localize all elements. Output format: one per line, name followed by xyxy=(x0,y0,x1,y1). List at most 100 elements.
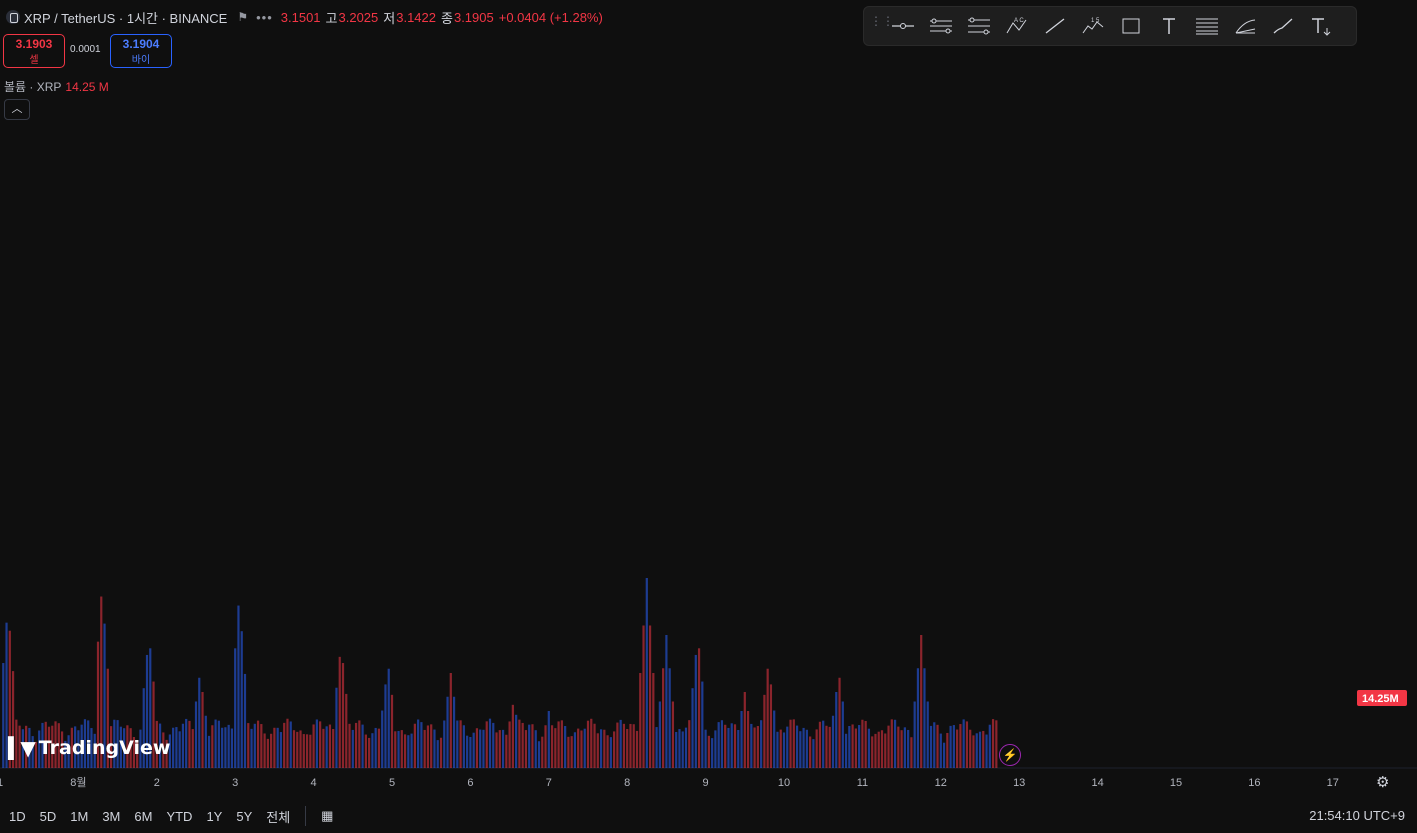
abcd-pattern-tool-icon[interactable]: A C xyxy=(998,11,1036,41)
volume-bar xyxy=(260,724,263,768)
volume-bar xyxy=(560,720,563,768)
collapse-legend-button[interactable]: ︿ xyxy=(4,99,30,120)
volume-bar xyxy=(707,735,710,768)
more-options-icon[interactable]: ••• xyxy=(256,9,273,25)
volume-bar xyxy=(423,729,426,768)
buy-button[interactable]: 3.1904 바이 xyxy=(110,34,172,68)
volume-bar xyxy=(198,677,201,768)
volume-bar xyxy=(550,725,554,768)
volume-bar xyxy=(720,720,724,768)
rectangle-tool-icon[interactable] xyxy=(1112,11,1150,41)
volume-bar xyxy=(596,733,599,768)
fib-fan-tool-icon[interactable] xyxy=(1226,11,1264,41)
volume-bar xyxy=(730,723,733,768)
trend-line-tool-icon[interactable] xyxy=(1036,11,1074,41)
volume-bar xyxy=(554,728,557,768)
volume-bar xyxy=(920,635,923,768)
timeframe-1m[interactable]: 1M xyxy=(70,808,89,824)
timeframe-ytd[interactable]: YTD xyxy=(166,808,193,824)
timeframe-1y[interactable]: 1Y xyxy=(206,808,223,824)
drawing-toolbar: ⋮⋮ A C 1 5 xyxy=(863,6,1357,46)
parallel-channel-tool-icon[interactable] xyxy=(922,11,960,41)
volume-bar xyxy=(381,710,384,768)
timeframe-1d[interactable]: 1D xyxy=(9,808,26,824)
text-settings-tool-icon[interactable] xyxy=(1302,11,1340,41)
volume-bar xyxy=(737,730,740,768)
timeframe-all[interactable]: 전체 xyxy=(266,809,291,825)
time-tick-label: 6 xyxy=(467,777,473,789)
volume-bar xyxy=(528,724,531,768)
volume-bar xyxy=(975,733,978,768)
sell-button[interactable]: 3.1903 셀 xyxy=(3,34,65,68)
volume-bar xyxy=(632,724,635,768)
volume-bar xyxy=(103,623,106,768)
horizontal-ray-tool-icon[interactable] xyxy=(884,11,922,41)
tradingview-mark-icon: ▍▼ xyxy=(8,736,36,760)
fib-retracement-tool-icon[interactable] xyxy=(960,11,998,41)
volume-bar xyxy=(273,727,276,768)
volume-bar xyxy=(31,736,34,768)
elliott-wave-tool-icon[interactable]: 1 5 xyxy=(1074,11,1112,41)
volume-bar xyxy=(93,733,96,768)
volume-bar xyxy=(743,692,746,768)
volume-bar xyxy=(34,741,38,768)
volume-bar xyxy=(534,730,537,768)
symbol-title[interactable]: XRP / TetherUS · 1시간 · BINANCE xyxy=(24,10,228,26)
volume-bar xyxy=(697,648,701,768)
timeframe-5y[interactable]: 5Y xyxy=(236,808,253,824)
volume-bar xyxy=(194,701,198,768)
tradingview-logo[interactable]: ▍▼ TradingView xyxy=(8,736,170,760)
sell-price: 3.1903 xyxy=(15,37,53,51)
flag-icon[interactable]: ⚑ xyxy=(237,10,249,24)
date-range-icon[interactable]: ▦ xyxy=(321,808,334,823)
volume-bar xyxy=(518,719,521,768)
volume-bar xyxy=(332,728,335,768)
volume-bar xyxy=(348,723,351,768)
gear-icon[interactable]: ⚙ xyxy=(1376,774,1390,791)
volume-bar xyxy=(443,720,446,768)
volume-bar xyxy=(129,728,132,768)
timeframe-5d[interactable]: 5D xyxy=(39,808,57,824)
timeframe-3m[interactable]: 3M xyxy=(102,808,121,824)
spread-value: 0.0001 xyxy=(70,44,101,55)
volume-bar xyxy=(90,728,93,768)
volume-bar xyxy=(586,720,590,768)
volume-bar xyxy=(207,735,211,768)
volume-bar xyxy=(364,734,367,768)
volume-bar xyxy=(880,730,884,768)
volume-bar xyxy=(403,734,407,768)
timeframe-6m[interactable]: 6M xyxy=(134,808,153,824)
volume-bar xyxy=(564,726,567,768)
volume-bar xyxy=(459,720,462,768)
time-tick-label: 15 xyxy=(1170,777,1182,789)
volume-legend[interactable]: 볼륨 · XRP 14.25 M xyxy=(4,78,109,95)
volume-bar xyxy=(15,719,18,768)
volume-bar xyxy=(727,727,730,768)
volume-bar xyxy=(436,740,439,768)
volume-bar xyxy=(916,668,920,768)
volume-bar xyxy=(410,733,413,768)
ohlc-change: +0.0404 (+1.28%) xyxy=(498,9,603,25)
svg-text:A C: A C xyxy=(1014,18,1024,24)
volume-bar xyxy=(809,736,812,768)
brush-tool-icon[interactable] xyxy=(1264,11,1302,41)
volume-bar xyxy=(577,728,580,768)
price-axis-background xyxy=(1355,0,1417,799)
volume-bar xyxy=(162,732,165,768)
volume-bar xyxy=(482,729,485,768)
volume-bar xyxy=(312,724,315,768)
fib-levels-tool-icon[interactable] xyxy=(1188,11,1226,41)
text-tool-icon[interactable] xyxy=(1150,11,1188,41)
clock[interactable]: 21:54:10 UTC+9 xyxy=(1309,808,1405,823)
lightning-icon[interactable]: ⚡ xyxy=(999,744,1021,766)
volume-bar xyxy=(844,733,848,768)
buy-price: 3.1904 xyxy=(122,37,160,51)
volume-label-badge xyxy=(1357,690,1407,706)
volume-bar xyxy=(616,722,619,768)
volume-bar xyxy=(812,739,815,768)
volume-bar xyxy=(495,732,498,768)
drag-handle-icon[interactable]: ⋮⋮ xyxy=(870,14,894,28)
volume-bar xyxy=(237,605,240,768)
volume-bar xyxy=(439,737,443,768)
